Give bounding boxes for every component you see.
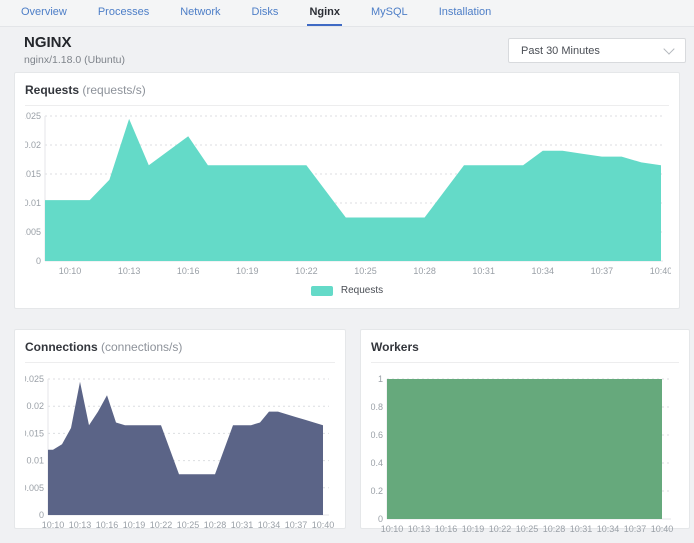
svg-text:10:25: 10:25	[516, 524, 539, 534]
svg-text:0.025: 0.025	[25, 111, 41, 121]
svg-text:0: 0	[39, 510, 44, 520]
bottom-charts-row: Connections (connections/s) 0 0.005 0.01 0.…	[14, 329, 690, 534]
svg-text:0.02: 0.02	[25, 140, 41, 150]
svg-text:10:31: 10:31	[231, 520, 254, 530]
svg-text:10:10: 10:10	[59, 266, 82, 276]
svg-text:10:31: 10:31	[570, 524, 593, 534]
svg-text:10:25: 10:25	[177, 520, 200, 530]
tab-disks[interactable]: Disks	[251, 6, 279, 18]
requests-card: Requests (requests/s) 0 0.005 0.01 0.015 0.0…	[14, 72, 680, 309]
chevron-down-icon	[663, 42, 675, 55]
connections-card-title: Connections (connections/s)	[25, 340, 183, 354]
svg-text:1: 1	[378, 374, 383, 384]
requests-chart-legend: Requests	[25, 284, 669, 298]
tab-processes[interactable]: Processes	[97, 6, 150, 18]
svg-text:0.025: 0.025	[25, 374, 44, 384]
svg-text:0.4: 0.4	[371, 458, 383, 468]
svg-text:10:40: 10:40	[651, 524, 674, 534]
svg-text:0: 0	[36, 256, 41, 266]
svg-text:10:28: 10:28	[204, 520, 227, 530]
svg-text:0.015: 0.015	[25, 428, 44, 438]
page-header-text: NGINX nginx/1.18.0 (Ubuntu)	[24, 34, 125, 66]
divider	[371, 362, 679, 363]
svg-text:10:25: 10:25	[354, 266, 377, 276]
svg-text:0.02: 0.02	[26, 401, 44, 411]
svg-text:10:34: 10:34	[258, 520, 281, 530]
tab-network[interactable]: Network	[180, 6, 221, 18]
svg-text:10:19: 10:19	[462, 524, 485, 534]
svg-text:0.01: 0.01	[26, 456, 44, 466]
legend-label-requests: Requests	[340, 285, 384, 296]
svg-text:10:22: 10:22	[295, 266, 318, 276]
top-nav: Overview Processes Network Disks Nginx M…	[0, 0, 694, 27]
svg-text:10:22: 10:22	[150, 520, 173, 530]
connections-card-unit: (connections/s)	[101, 340, 183, 354]
time-range-value: Past 30 Minutes	[521, 44, 600, 57]
svg-text:10:10: 10:10	[381, 524, 404, 534]
time-range-select[interactable]: Past 30 Minutes	[508, 38, 686, 63]
svg-text:0.005: 0.005	[25, 483, 44, 493]
svg-text:10:16: 10:16	[177, 266, 200, 276]
svg-text:0.005: 0.005	[25, 227, 41, 237]
svg-text:10:13: 10:13	[118, 266, 141, 276]
svg-text:10:28: 10:28	[543, 524, 566, 534]
svg-text:0.01: 0.01	[25, 198, 41, 208]
tab-overview[interactable]: Overview	[21, 6, 67, 18]
divider	[25, 105, 669, 106]
svg-text:10:40: 10:40	[650, 266, 671, 276]
svg-text:0.6: 0.6	[371, 430, 383, 440]
svg-text:10:37: 10:37	[591, 266, 614, 276]
svg-text:0.015: 0.015	[25, 169, 41, 179]
svg-text:10:22: 10:22	[489, 524, 512, 534]
svg-text:0: 0	[378, 514, 383, 524]
svg-text:10:10: 10:10	[42, 520, 65, 530]
tab-mysql[interactable]: MySQL	[371, 6, 408, 18]
page-title: NGINX	[24, 34, 72, 51]
svg-text:10:40: 10:40	[312, 520, 335, 530]
svg-text:10:31: 10:31	[472, 266, 495, 276]
svg-text:10:37: 10:37	[285, 520, 308, 530]
page-header: NGINX nginx/1.18.0 (Ubuntu) Past 30 Minu…	[0, 27, 694, 72]
legend-swatch-requests	[310, 286, 333, 296]
svg-text:10:37: 10:37	[624, 524, 647, 534]
svg-text:10:28: 10:28	[413, 266, 436, 276]
requests-card-unit: (requests/s)	[82, 83, 146, 97]
requests-card-title: Requests (requests/s)	[25, 83, 146, 97]
workers-chart: 0 0.2 0.4 0.6 0.8 1 10:10 10:13 10:16 10:19 10:22 1…	[370, 363, 679, 543]
workers-card: Workers 0 0.2 0.4 0.6 0.8 1 10:10 10:13 10:16 10:…	[360, 329, 690, 534]
svg-text:10:16: 10:16	[435, 524, 458, 534]
page-subtitle: nginx/1.18.0 (Ubuntu)	[24, 54, 125, 66]
requests-chart: 0 0.005 0.01 0.015 0.02 0.025 10:10 10:13 10:16 1…	[18, 106, 672, 282]
connections-chart: 0 0.005 0.01 0.015 0.02 0.025 10:10 10:13 10:16 1…	[21, 363, 335, 543]
svg-text:10:19: 10:19	[123, 520, 146, 530]
svg-text:10:34: 10:34	[532, 266, 555, 276]
svg-text:10:34: 10:34	[597, 524, 620, 534]
tab-installation[interactable]: Installation	[438, 6, 492, 18]
svg-text:10:19: 10:19	[236, 266, 259, 276]
svg-text:10:13: 10:13	[408, 524, 431, 534]
svg-text:10:16: 10:16	[96, 520, 119, 530]
tab-nginx[interactable]: Nginx	[307, 0, 342, 26]
connections-card: Connections (connections/s) 0 0.005 0.01 0.…	[14, 329, 346, 530]
svg-text:0.8: 0.8	[371, 402, 383, 412]
svg-text:10:13: 10:13	[69, 520, 92, 530]
divider	[25, 362, 335, 363]
svg-text:0.2: 0.2	[371, 486, 383, 496]
workers-card-title: Workers	[371, 340, 419, 354]
